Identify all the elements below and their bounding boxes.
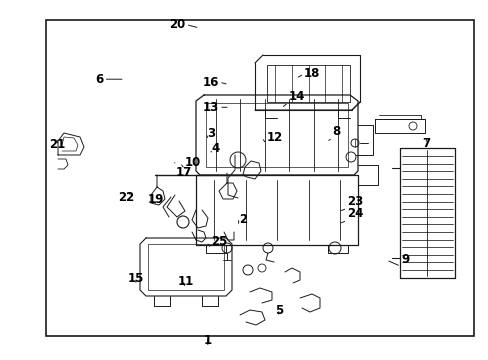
Bar [148, 244, 224, 290]
Text: 10: 10 [184, 156, 201, 169]
Text: 17: 17 [176, 166, 192, 179]
Bar [266, 65, 349, 102]
Text: 15: 15 [127, 272, 144, 285]
Text: 11: 11 [177, 275, 194, 288]
Text: 13: 13 [203, 101, 219, 114]
Text: 16: 16 [203, 76, 219, 89]
Text: 25: 25 [211, 235, 227, 248]
Text: 4: 4 [211, 142, 219, 155]
Text: 14: 14 [288, 90, 304, 103]
Text: 2: 2 [238, 213, 246, 226]
Text: 6: 6 [95, 73, 103, 86]
Text: 8: 8 [332, 125, 340, 138]
Text: 9: 9 [400, 253, 408, 266]
Text: 24: 24 [346, 207, 363, 220]
Text: 1: 1 [203, 334, 211, 347]
Text: 5: 5 [274, 304, 282, 317]
Text: 19: 19 [147, 193, 163, 206]
Text: 7: 7 [422, 137, 429, 150]
Text: 20: 20 [169, 18, 185, 31]
Text: 3: 3 [207, 127, 215, 140]
Text: 22: 22 [118, 191, 134, 204]
Text: 23: 23 [346, 195, 363, 208]
Text: 12: 12 [266, 131, 282, 144]
Bar [205, 103, 347, 167]
Bar [46, 20, 473, 336]
Text: 18: 18 [304, 67, 320, 80]
Text: 21: 21 [49, 138, 66, 150]
